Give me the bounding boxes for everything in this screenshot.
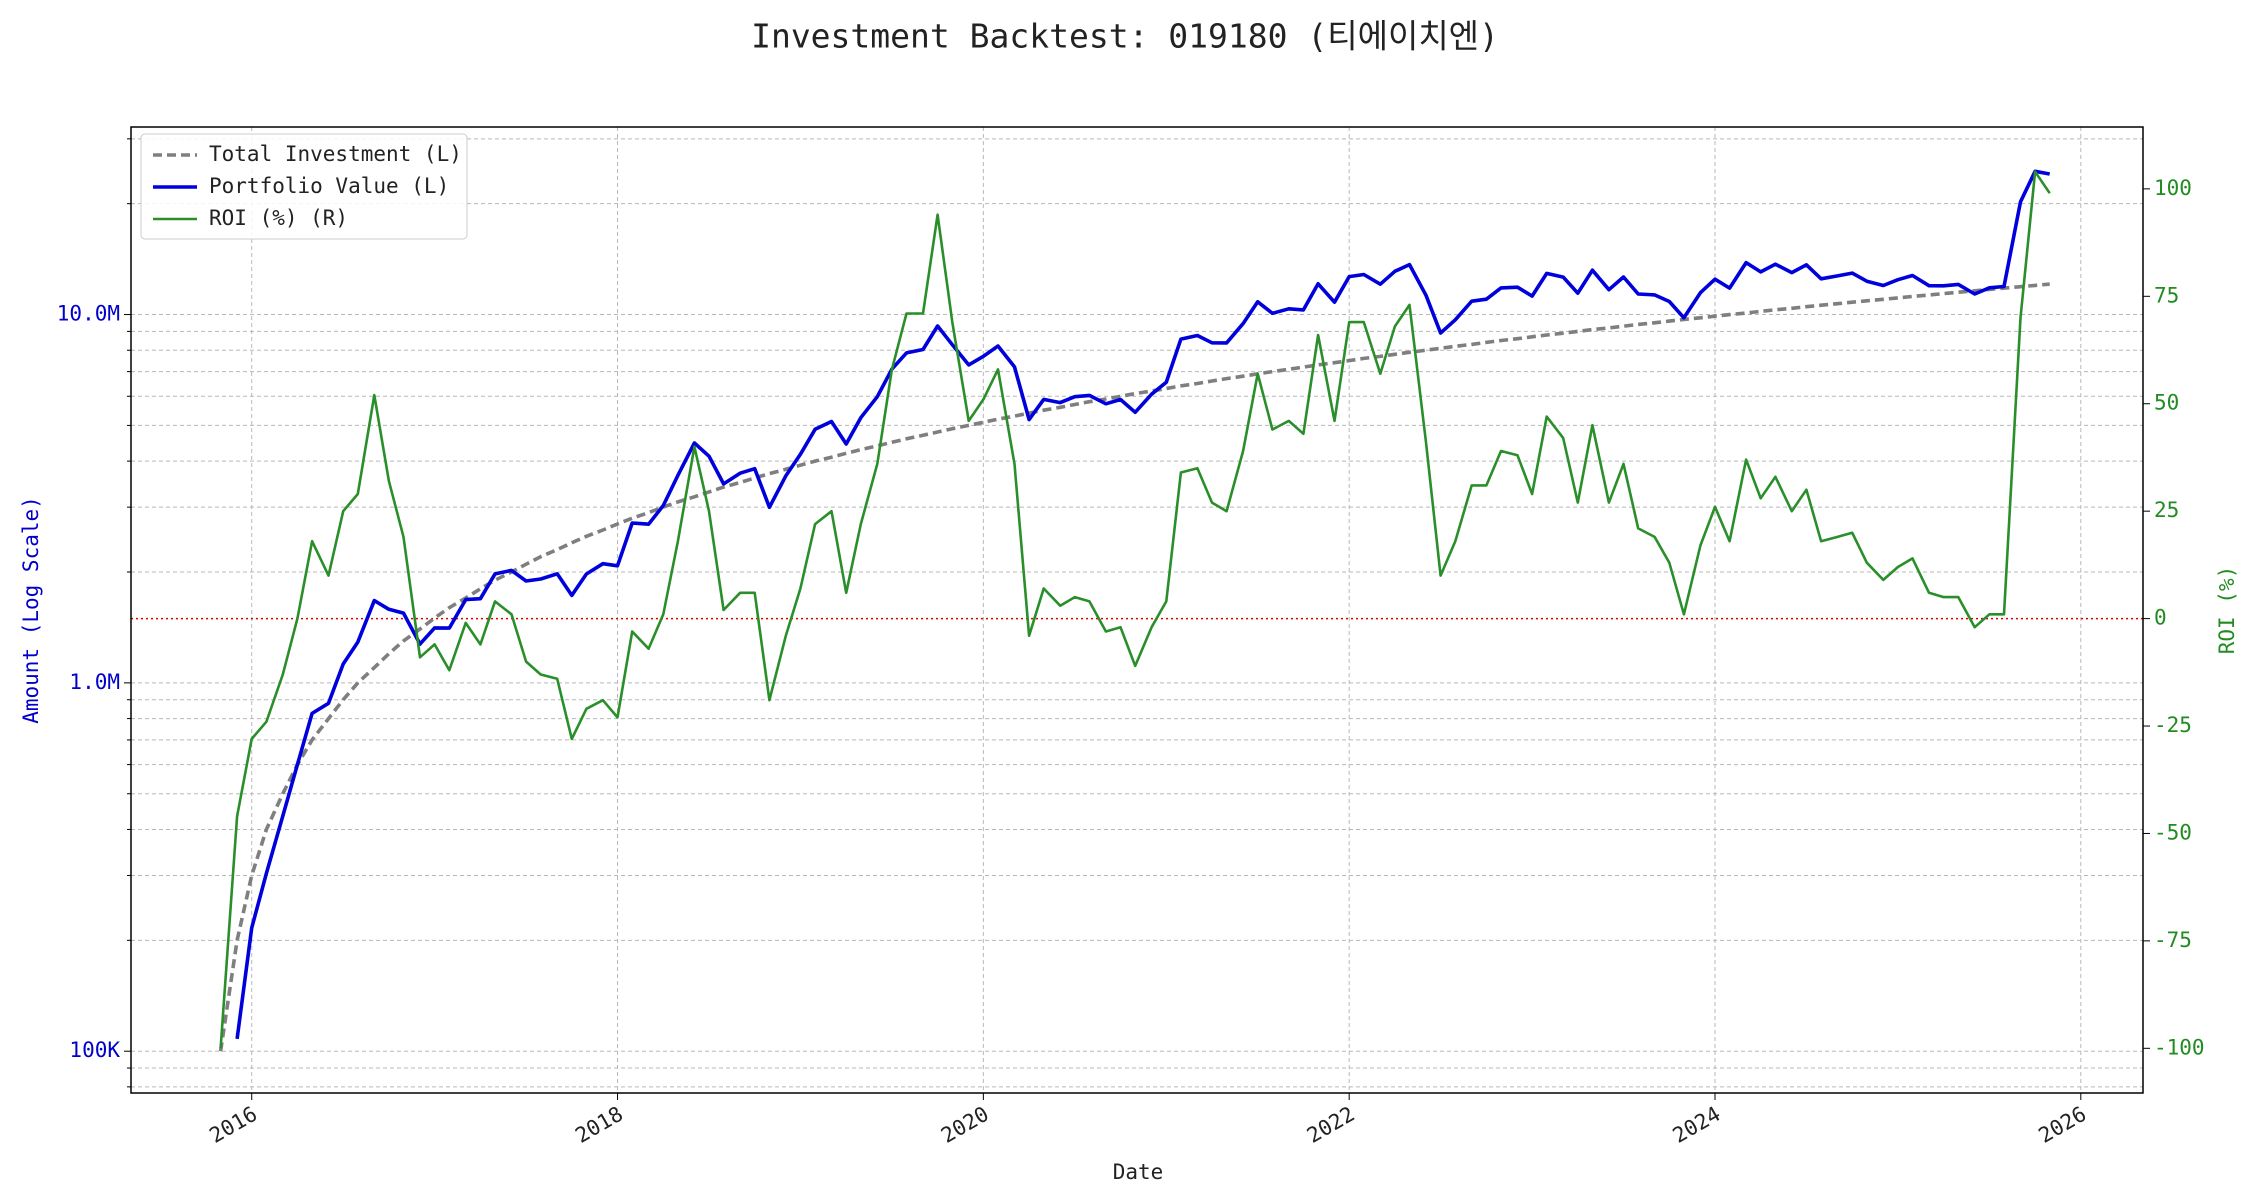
y-axis-label: Amount (Log Scale) (19, 496, 43, 724)
legend-label: ROI (%) (R) (209, 206, 348, 230)
legend-label: Total Investment (L) (209, 142, 462, 166)
y2-tick-label: 50 (2154, 391, 2179, 415)
y2-tick-label: 25 (2154, 498, 2179, 522)
y-tick-label: 10.0M (57, 302, 120, 326)
series-line (218, 282, 2050, 1052)
legend-label: Portfolio Value (L) (209, 174, 449, 198)
x-tick-label: 2026 (2035, 1102, 2091, 1148)
y2-axis-label: ROI (%) (2215, 566, 2239, 655)
y2-tick-label: -75 (2154, 928, 2192, 952)
y2-tick-label: 75 (2154, 283, 2179, 307)
series-line (219, 170, 2051, 1049)
y2-tick-label: -25 (2154, 713, 2192, 737)
plot-area (218, 169, 2051, 1052)
chart-title: Investment Backtest: 019180 (티에이치엔) (751, 17, 1499, 56)
x-tick-label: 2020 (937, 1102, 993, 1148)
x-tick-label: 2022 (1303, 1102, 1359, 1148)
legend-box (140, 133, 468, 240)
x-tick-label: 2018 (571, 1102, 627, 1148)
x-axis-label: Date (1113, 1160, 1164, 1184)
y2-tick-label: 100 (2154, 176, 2192, 200)
y2-tick-label: 0 (2154, 606, 2167, 630)
plot-frame (130, 126, 2144, 1094)
y2-tick-label: -100 (2154, 1035, 2205, 1059)
series-line (235, 169, 2051, 1040)
x-tick-label: 2024 (1669, 1102, 1725, 1148)
y-tick-label: 1.0M (69, 670, 120, 694)
y-tick-label: 100K (69, 1038, 120, 1062)
y2-tick-label: -50 (2154, 820, 2192, 844)
x-tick-label: 2016 (205, 1102, 261, 1148)
